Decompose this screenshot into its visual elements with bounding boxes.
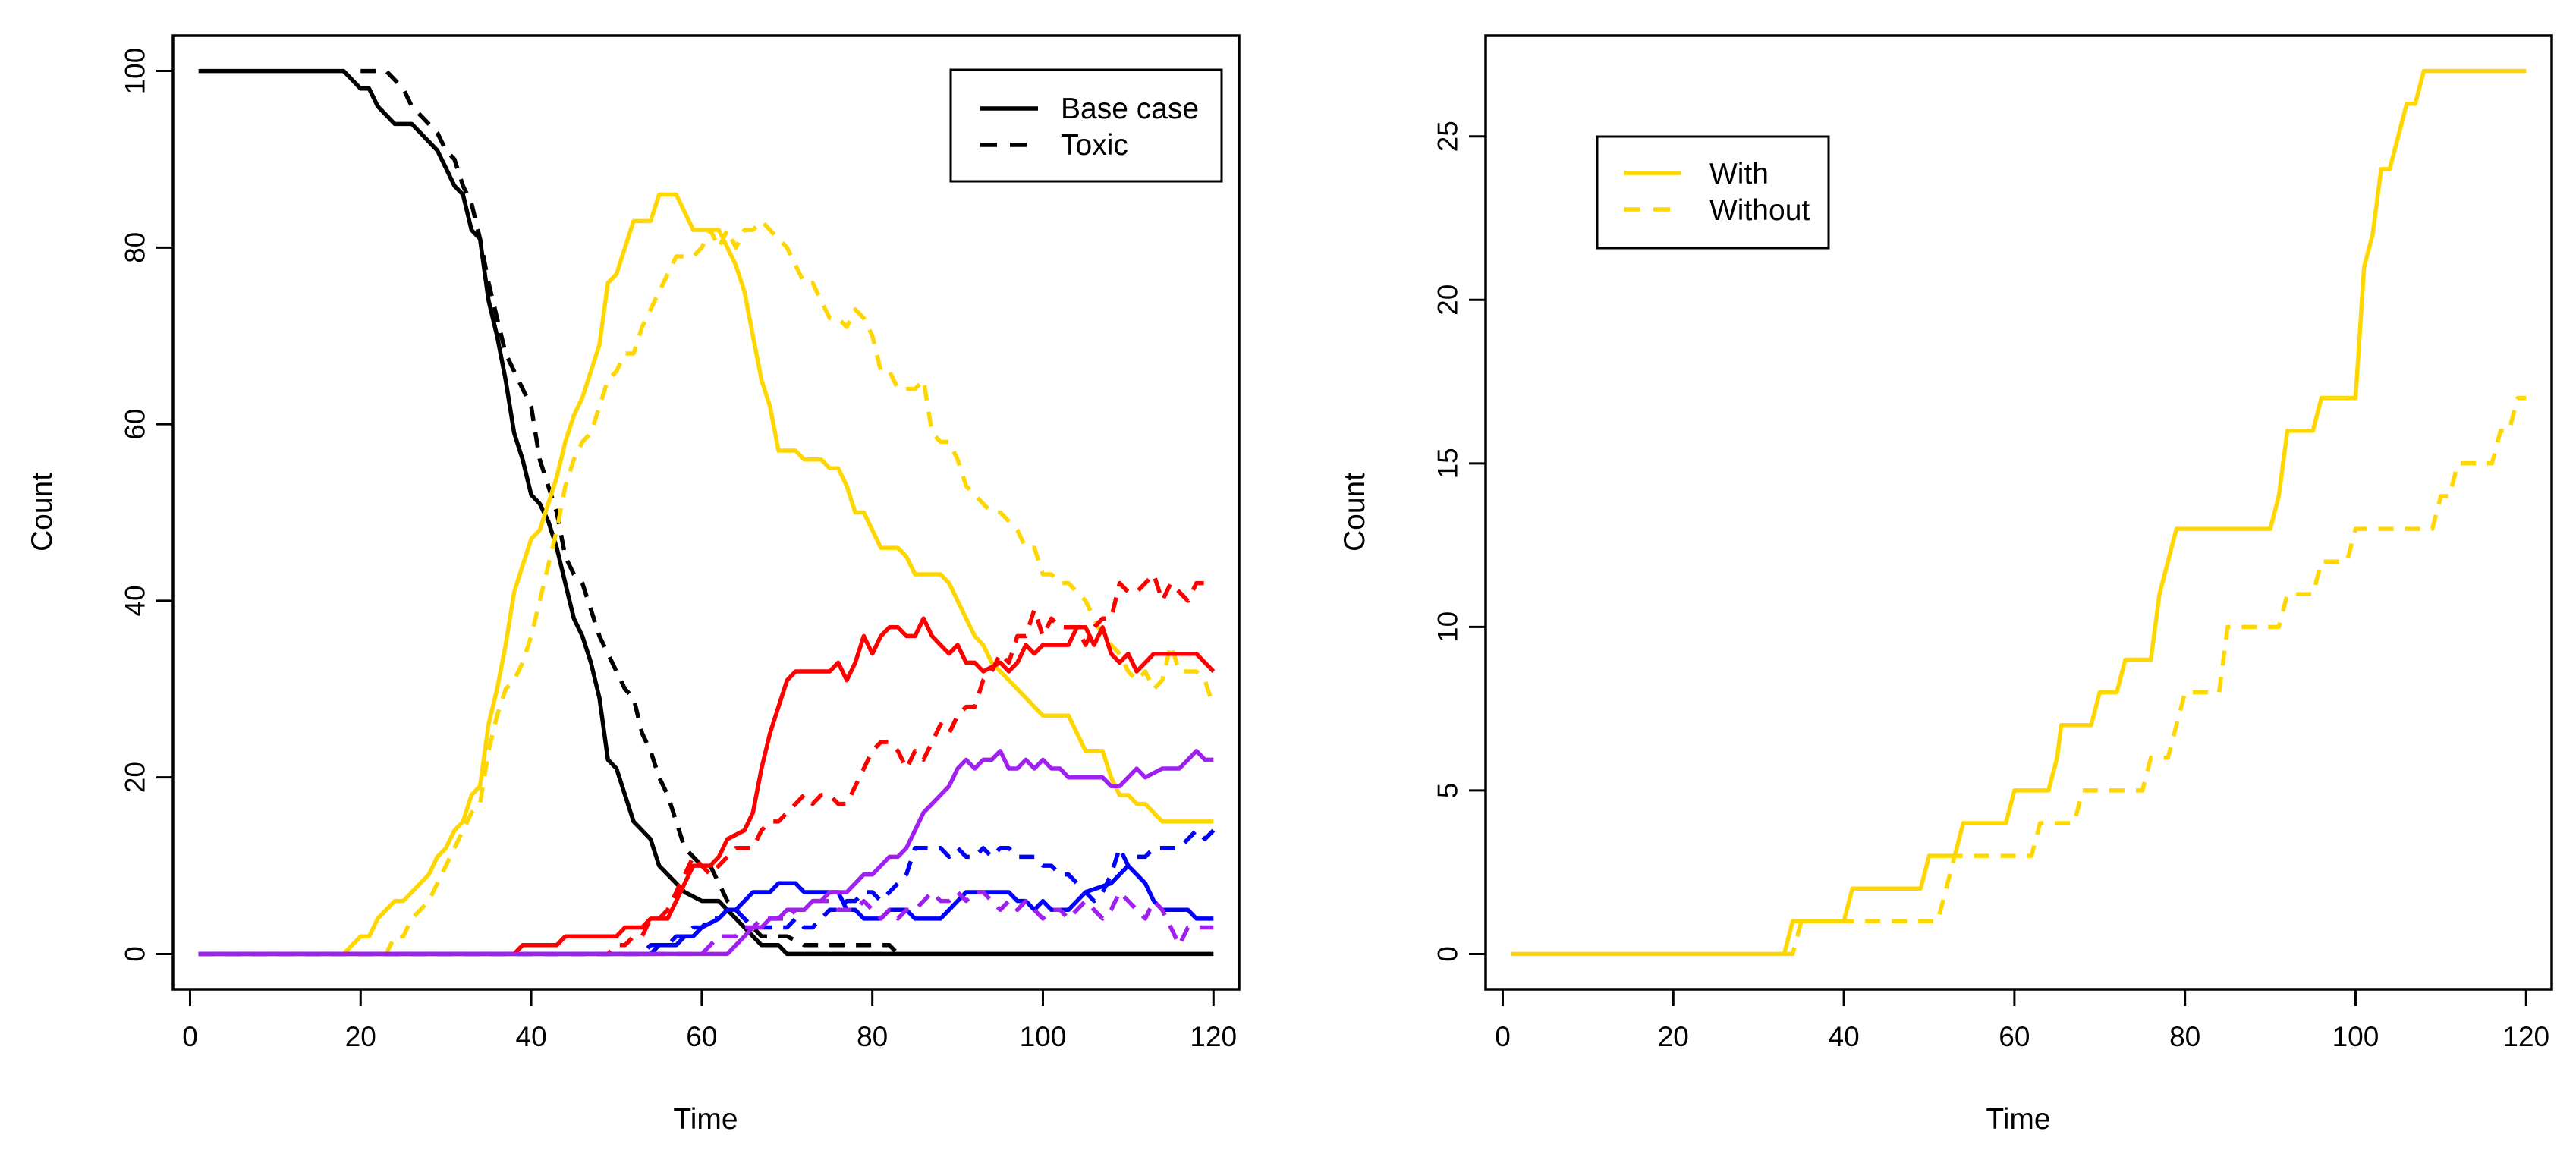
x-tick-label: 0	[1495, 1021, 1511, 1052]
y-tick-label: 25	[1433, 121, 1464, 152]
y-tick-label: 5	[1433, 783, 1464, 799]
x-tick-label: 20	[1658, 1021, 1689, 1052]
x-tick-label: 80	[2169, 1021, 2200, 1052]
x-tick-label: 60	[1999, 1021, 2030, 1052]
x-axis: 0 20 40 60 80 100 120	[182, 988, 1237, 1052]
legend-label-toxic: Toxic	[1061, 129, 1128, 162]
x-tick-label: 100	[1020, 1021, 1067, 1052]
y-tick-label: 15	[1433, 448, 1464, 479]
y-tick-label: 0	[1433, 946, 1464, 962]
x-tick-label: 40	[1829, 1021, 1860, 1052]
series-line-red-solid	[198, 616, 1216, 957]
series-line-gold-dashed	[198, 218, 1216, 957]
y-axis-title: Count	[1338, 473, 1371, 552]
x-tick-label: 80	[857, 1021, 888, 1052]
x-tick-label: 20	[345, 1021, 376, 1052]
x-tick-label: 120	[1190, 1021, 1237, 1052]
y-axis: 0 5 10 15 20 25	[1433, 121, 1487, 962]
series-line-gold-solid	[198, 192, 1214, 957]
y-tick-label: 100	[120, 48, 151, 95]
series-line-gold-dashed-without	[1784, 395, 2527, 957]
series-line-purple-dashed	[198, 890, 1214, 957]
series-line-gold-solid-with	[1511, 68, 2527, 957]
y-tick-label: 20	[120, 762, 151, 793]
legend-label-with: With	[1709, 158, 1769, 190]
x-tick-label: 60	[686, 1021, 717, 1052]
series-line-blue-dashed	[198, 828, 1216, 957]
series-line-black-solid	[198, 68, 1214, 957]
x-axis: 0 20 40 60 80 100 120	[1495, 988, 2549, 1052]
y-tick-label: 20	[1433, 284, 1464, 316]
x-tick-label: 120	[2502, 1021, 2549, 1052]
x-tick-label: 0	[182, 1021, 198, 1052]
series-line-black-dashed	[360, 68, 900, 956]
legend: With Without	[1596, 135, 1830, 250]
y-tick-label: 80	[120, 232, 151, 263]
series-group	[198, 68, 1216, 957]
y-tick-label: 0	[120, 946, 151, 962]
series-line-red-dashed	[198, 572, 1214, 957]
y-tick-label: 40	[120, 585, 151, 616]
y-tick-label: 10	[1433, 611, 1464, 643]
right-chart: 0 20 40 60 80 100 120 0 5 10 15 20 25 Time Count Wi…	[1338, 34, 2553, 1136]
y-tick-label: 60	[120, 409, 151, 440]
x-axis-title: Time	[1986, 1103, 2050, 1136]
y-axis-title: Count	[26, 473, 58, 552]
series-group	[1511, 68, 2527, 957]
x-tick-label: 100	[2332, 1021, 2379, 1052]
legend-box	[949, 68, 1223, 183]
legend-label-base-case: Base case	[1061, 93, 1199, 125]
legend: Base case Toxic	[949, 68, 1223, 183]
legend-box	[1596, 135, 1830, 250]
y-axis: 0 20 40 60 80 100	[120, 48, 175, 962]
x-axis-title: Time	[673, 1103, 738, 1136]
x-tick-label: 40	[516, 1021, 547, 1052]
legend-label-without: Without	[1709, 194, 1810, 227]
